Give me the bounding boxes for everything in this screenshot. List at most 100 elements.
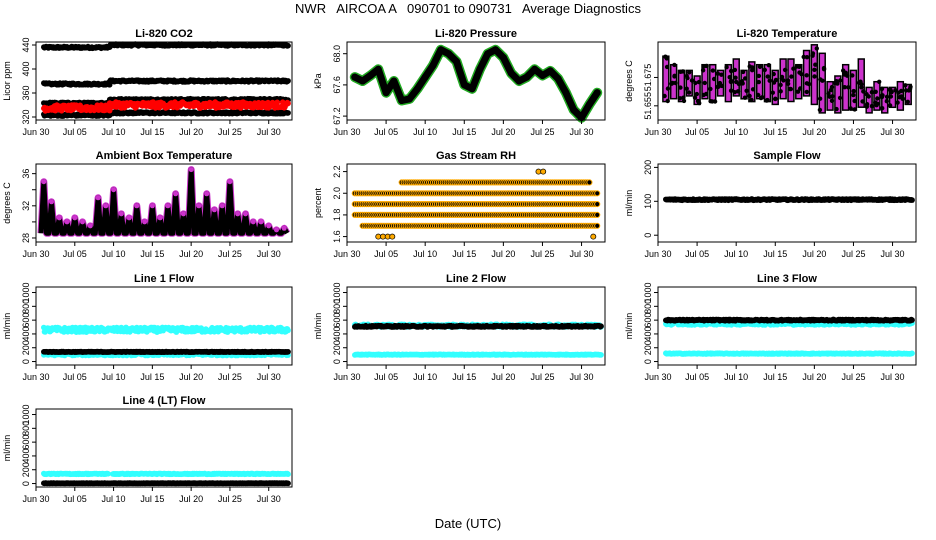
x-tick-label: Jul 30 (257, 249, 281, 259)
data-point (285, 100, 291, 107)
data-point (818, 77, 823, 82)
x-tick-label: Jul 05 (63, 372, 87, 382)
data-point (593, 89, 601, 97)
x-tick-label: Jul 30 (570, 127, 594, 137)
y-tick-label: 0 (332, 359, 342, 364)
x-tick-label: Jul 05 (374, 127, 398, 137)
y-tick-label: 400 (21, 326, 31, 341)
data-point (103, 203, 109, 209)
data-point (903, 83, 908, 88)
page-title: NWR AIRCOA A 090701 to 090731 Average Di… (295, 1, 641, 16)
data-point (173, 191, 179, 197)
data-point (590, 233, 597, 240)
data-point (908, 84, 913, 90)
data-point (398, 97, 406, 104)
x-tick-label: Jul 25 (218, 249, 242, 259)
data-point (484, 50, 492, 58)
data-point (771, 71, 776, 77)
x-tick-label: Jul 25 (841, 127, 865, 137)
data-point (821, 65, 827, 71)
data-point (437, 46, 445, 54)
x-axis: Jun 30 Jul 05 Jul 10 Jul 15 Jul 20 Jul 25 Jul … (22, 242, 281, 259)
data-point (546, 67, 554, 75)
data-point (789, 74, 794, 79)
data-point (41, 179, 47, 185)
data-point (180, 211, 186, 217)
data-point (797, 70, 802, 75)
y-axis: 1.61.82.02.2 (332, 165, 347, 243)
y-axis-label: degrees C (2, 182, 12, 224)
data-point (727, 75, 732, 80)
chart-title: Line 1 Flow (134, 273, 194, 285)
data-point (850, 73, 855, 78)
series-box-temp (37, 166, 291, 237)
data-point (765, 97, 770, 103)
data-point (711, 76, 717, 82)
data-point (274, 227, 279, 233)
y-tick-label: 1000 (332, 283, 342, 303)
x-tick-label: Jul 05 (63, 249, 87, 259)
data-point (804, 81, 810, 86)
data-point (413, 85, 421, 93)
x-tick-label: Jul 20 (802, 127, 826, 137)
x-tick-label: Jul 15 (140, 249, 164, 259)
x-tick-label: Jul 30 (257, 372, 281, 382)
x-tick-label: Jun 30 (644, 249, 671, 259)
x-tick-label: Jul 10 (413, 249, 437, 259)
y-tick-label: 51.655 (643, 92, 653, 120)
x-tick-label: Jul 30 (881, 249, 905, 259)
data-point (585, 100, 593, 108)
data-point (445, 50, 453, 58)
data-point (735, 89, 741, 94)
y-tick-label: 1.8 (332, 209, 342, 222)
data-point (771, 80, 777, 85)
data-point (817, 107, 823, 113)
data-point (594, 190, 601, 197)
data-point (804, 73, 809, 78)
data-point (875, 96, 880, 101)
data-point (773, 96, 778, 102)
x-tick-label: Jul 30 (570, 372, 594, 382)
data-point (134, 203, 140, 209)
chart-title: Li-820 Temperature (737, 28, 838, 40)
x-tick-label: Jul 15 (452, 372, 476, 382)
x-axis: Jun 30 Jul 05 Jul 10 Jul 15 Jul 20 Jul 25 Jul … (333, 120, 594, 137)
data-point (429, 61, 437, 69)
data-point (507, 69, 515, 77)
data-point (235, 211, 241, 217)
data-point (374, 65, 382, 73)
data-point (686, 90, 692, 95)
y-axis-label: ml/min (313, 313, 323, 340)
data-point (531, 65, 539, 73)
data-point (382, 89, 390, 97)
y-tick-label: 67.2 (332, 107, 342, 125)
data-point (744, 88, 749, 94)
data-point (219, 203, 225, 209)
data-point (896, 90, 901, 95)
series-pressure (349, 44, 603, 123)
x-tick-label: Jul 25 (530, 249, 554, 259)
data-point (864, 102, 870, 107)
data-point (749, 97, 754, 103)
x-tick-label: Jul 05 (374, 249, 398, 259)
data-point (852, 107, 857, 112)
data-point (834, 106, 839, 112)
plot-marks (663, 316, 915, 357)
data-point (837, 95, 843, 101)
y-tick-label: 320 (21, 109, 31, 124)
y-axis: 67.267.668.0 (332, 45, 347, 125)
x-tick-label: Jul 05 (63, 127, 87, 137)
data-point (285, 349, 291, 355)
x-tick-label: Jul 10 (102, 249, 126, 259)
data-point (851, 92, 856, 98)
data-point (351, 73, 359, 81)
y-tick-label: 36 (21, 169, 31, 179)
data-point (460, 81, 468, 89)
series-sample-flow (663, 196, 915, 204)
data-point (787, 86, 792, 92)
